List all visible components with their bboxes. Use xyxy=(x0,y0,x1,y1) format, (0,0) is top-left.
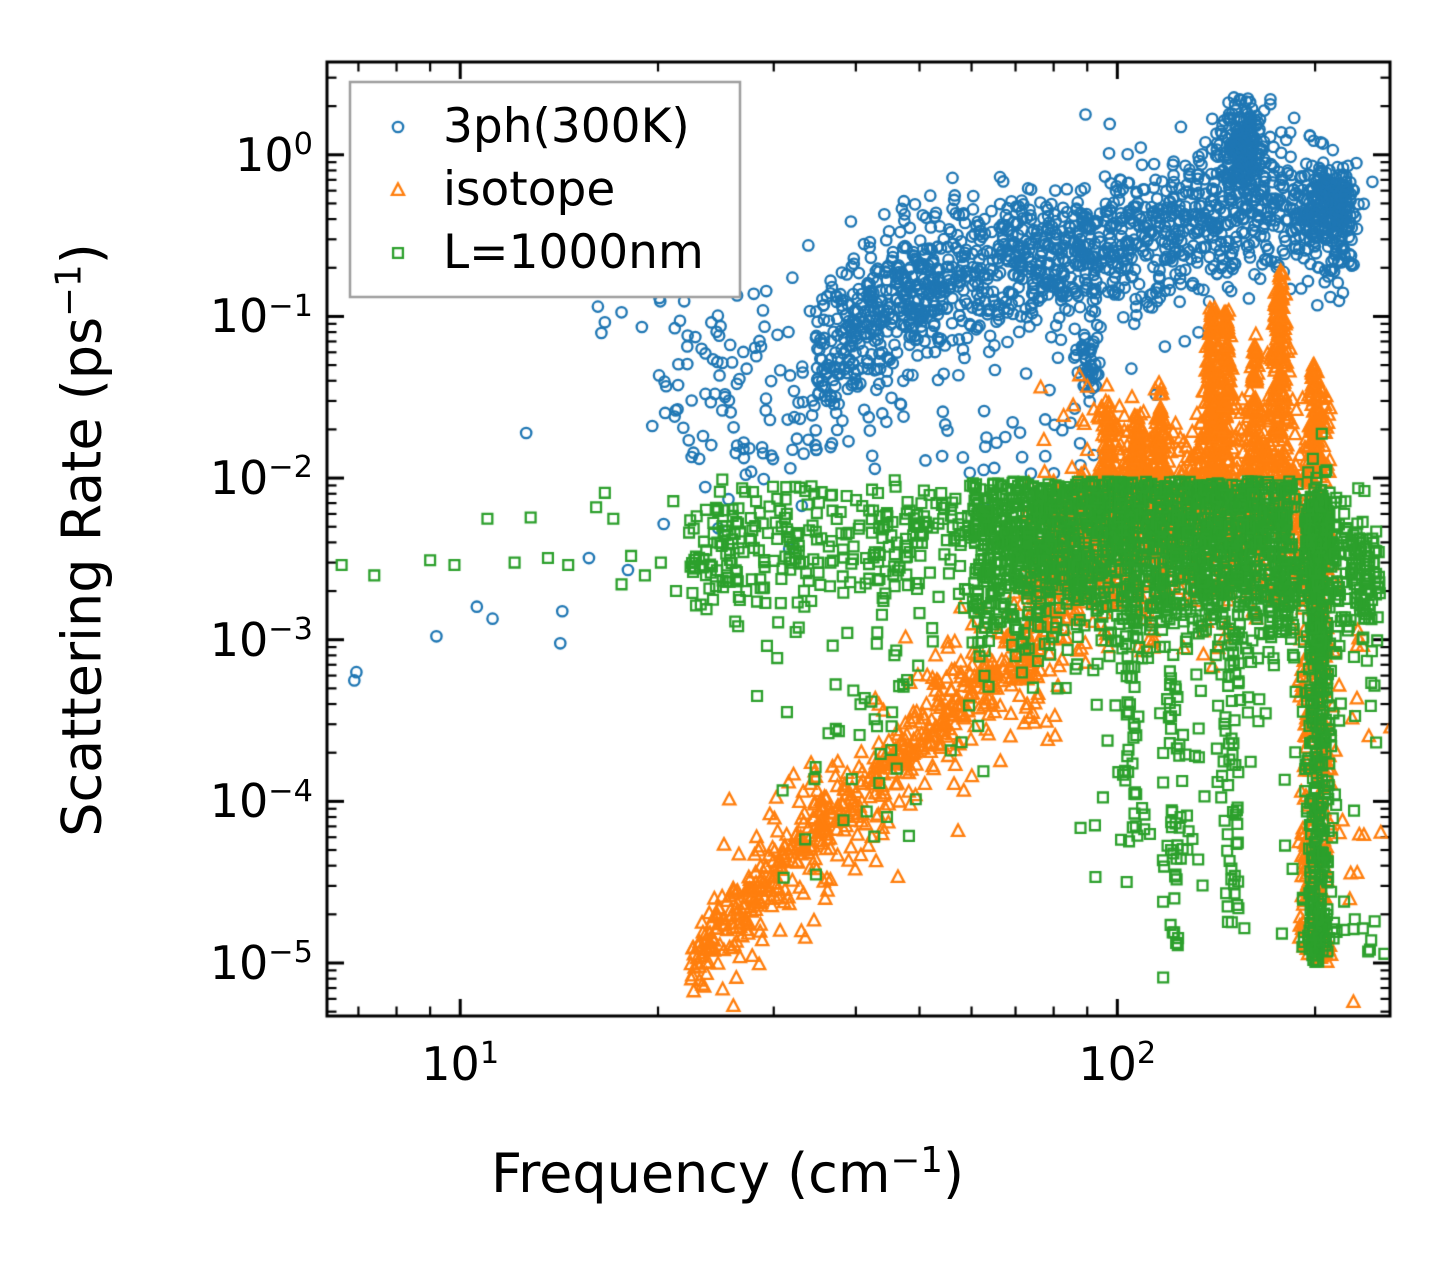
x-axis-tick-label: 102 xyxy=(1007,1036,1227,1099)
legend-label-3ph-300k-: 3ph(300K) xyxy=(443,99,690,154)
y-axis-tick-base: 10 xyxy=(209,451,269,506)
x-axis-title-superscript: −1 xyxy=(890,1140,943,1182)
y-axis-title: Scattering Rate (ps−1) xyxy=(48,243,114,837)
y-axis-tick-label: 10−4 xyxy=(138,773,313,836)
y-axis-title-text: Scattering Rate (ps xyxy=(50,316,114,837)
legend-label-isotope: isotope xyxy=(443,162,616,217)
legend-label-l-1000nm: L=1000nm xyxy=(443,225,704,280)
y-axis-tick-exponent: 0 xyxy=(293,127,313,163)
x-axis-tick-exponent: 1 xyxy=(479,1036,500,1072)
y-axis-tick-exponent: −3 xyxy=(268,612,313,648)
y-axis-tick-base: 10 xyxy=(209,289,269,344)
y-axis-title-superscript: −1 xyxy=(48,264,90,317)
y-axis-tick-label: 10−1 xyxy=(138,288,313,351)
x-axis-tick-base: 10 xyxy=(1078,1037,1137,1091)
y-axis-tick-base: 10 xyxy=(209,612,269,667)
y-axis-tick-label: 10−2 xyxy=(138,450,313,513)
y-axis-tick-exponent: −5 xyxy=(268,935,313,971)
x-axis-tick-exponent: 2 xyxy=(1136,1036,1157,1072)
x-axis-tick-label: 101 xyxy=(350,1036,570,1099)
y-axis-tick-base: 10 xyxy=(209,774,269,829)
y-axis-tick-label: 10−3 xyxy=(138,612,313,675)
y-axis-tick-exponent: −2 xyxy=(268,450,313,486)
y-axis-title-close: ) xyxy=(50,243,114,265)
y-axis-tick-exponent: −4 xyxy=(268,773,313,809)
y-axis-tick-base: 10 xyxy=(209,935,269,990)
x-axis-title-close: ) xyxy=(942,1142,965,1205)
x-axis-title-text: Frequency (cm xyxy=(490,1142,891,1205)
x-axis-tick-base: 10 xyxy=(421,1037,480,1091)
y-axis-tick-base: 10 xyxy=(235,127,294,182)
y-axis-tick-exponent: −1 xyxy=(268,288,313,324)
y-axis-tick-label: 100 xyxy=(138,127,313,190)
x-axis-title: Frequency (cm−1) xyxy=(0,1140,1455,1205)
y-axis-tick-label: 10−5 xyxy=(138,935,313,998)
